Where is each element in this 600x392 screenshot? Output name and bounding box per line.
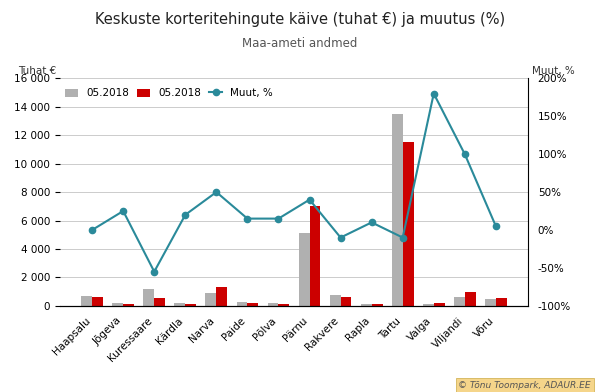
Muut, % bbox=[151, 269, 158, 274]
Bar bbox=[496, 298, 507, 306]
Muut, % bbox=[461, 152, 469, 156]
Muut, % bbox=[275, 216, 282, 221]
Bar bbox=[310, 206, 320, 306]
Bar bbox=[247, 303, 258, 306]
Bar bbox=[236, 302, 247, 306]
Bar bbox=[268, 303, 278, 306]
Bar bbox=[299, 233, 310, 306]
Bar bbox=[278, 304, 289, 306]
Text: Maa-ameti andmed: Maa-ameti andmed bbox=[242, 37, 358, 50]
Bar bbox=[205, 293, 217, 306]
Text: © Tõnu Toompark, ADAUR.EE: © Tõnu Toompark, ADAUR.EE bbox=[458, 381, 591, 390]
Bar bbox=[185, 305, 196, 306]
Muut, % bbox=[337, 235, 344, 240]
Bar bbox=[92, 297, 103, 306]
Muut, % bbox=[492, 224, 499, 229]
Muut, % bbox=[119, 209, 127, 213]
Muut, % bbox=[89, 228, 96, 232]
Bar bbox=[81, 296, 92, 306]
Muut, % bbox=[182, 212, 189, 217]
Muut, % bbox=[430, 91, 437, 96]
Bar bbox=[434, 303, 445, 306]
Bar bbox=[423, 305, 434, 306]
Muut, % bbox=[306, 197, 313, 202]
Text: Tuhat €: Tuhat € bbox=[18, 66, 56, 76]
Bar bbox=[330, 295, 341, 306]
Text: Keskuste korteritehingute käive (tuhat €) ja muutus (%): Keskuste korteritehingute käive (tuhat €… bbox=[95, 12, 505, 27]
Bar bbox=[112, 303, 123, 306]
Muut, % bbox=[399, 235, 406, 240]
Bar bbox=[371, 304, 383, 306]
Bar bbox=[341, 297, 352, 306]
Bar bbox=[123, 304, 134, 306]
Bar bbox=[454, 297, 465, 306]
Bar bbox=[143, 289, 154, 306]
Bar bbox=[485, 299, 496, 306]
Muut, % bbox=[213, 190, 220, 194]
Bar bbox=[392, 114, 403, 306]
Muut, % bbox=[368, 220, 375, 225]
Bar bbox=[403, 142, 413, 306]
Bar bbox=[465, 292, 476, 306]
Bar bbox=[217, 287, 227, 306]
Legend: 05.2018, 05.2018, Muut, %: 05.2018, 05.2018, Muut, % bbox=[65, 88, 273, 98]
Bar bbox=[175, 303, 185, 306]
Line: Muut, %: Muut, % bbox=[89, 91, 499, 275]
Text: Muut, %: Muut, % bbox=[532, 66, 575, 76]
Bar bbox=[361, 305, 371, 306]
Muut, % bbox=[244, 216, 251, 221]
Bar bbox=[154, 298, 165, 306]
